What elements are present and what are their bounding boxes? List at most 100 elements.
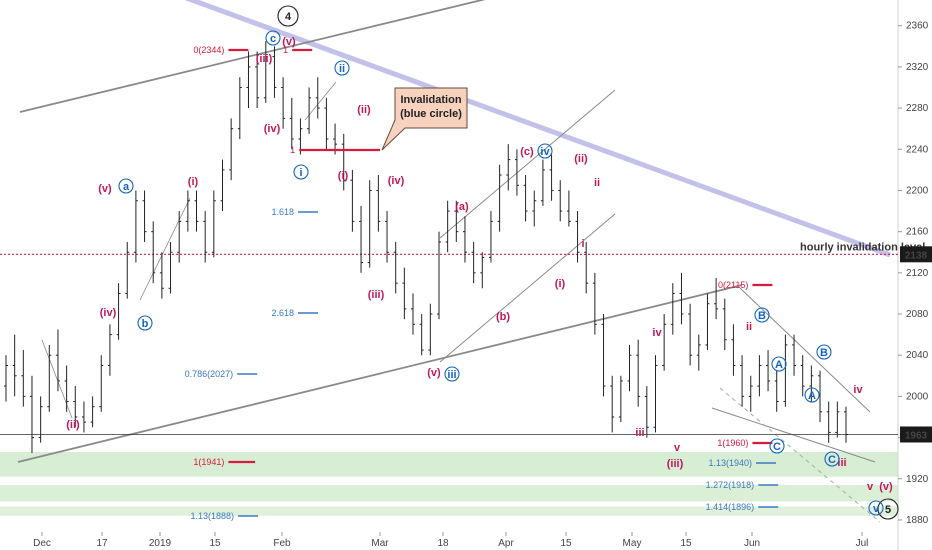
wave-text: b [142, 318, 149, 330]
wave-text: (i) [555, 278, 566, 290]
wave-text: B [820, 347, 828, 359]
x-tick-label: 15 [560, 538, 572, 549]
x-tick-label: Mar [371, 538, 389, 549]
wave-label: (v) [427, 367, 441, 379]
wave-text: c [270, 33, 276, 45]
wave-text: iv [652, 327, 662, 339]
wave-text: ii [746, 321, 752, 333]
x-tick-label: Feb [273, 538, 291, 549]
wave-label: iii [444, 366, 460, 382]
wave-text: C [773, 441, 781, 453]
wave-circle [537, 143, 553, 159]
target-zones [0, 451, 898, 516]
y-tick-label: 1880 [906, 515, 929, 526]
minor-wave-line-2 [139, 197, 191, 301]
wave-circle [824, 451, 840, 467]
wave-text: v [867, 481, 874, 493]
wave-label: C [824, 451, 840, 467]
x-tick-label: 18 [437, 538, 449, 549]
wave-text: ii [594, 177, 600, 189]
target-zone-lower [0, 506, 898, 516]
fib-label: 1(1941) [193, 457, 224, 467]
x-tick-label: Jul [856, 538, 869, 549]
invalidation-price-box [900, 246, 932, 263]
x-axis: Dec 17 2019 15 Feb Mar 18 Apr 15 May 15 Jun Jul [33, 532, 868, 549]
wave-label: (ii) [357, 104, 371, 116]
wave-label: 4 [277, 5, 299, 27]
invalidation-price-label: 2138 [905, 250, 928, 261]
wave-circle [868, 500, 884, 516]
wave-label: iv [652, 327, 662, 339]
wave-text: (v) [282, 36, 296, 48]
wave-label: b [137, 315, 153, 331]
fib-label: 1.13(1888) [190, 511, 234, 521]
wave-circle [804, 387, 820, 403]
wave-label: B [816, 344, 832, 360]
rising-channel-upper [439, 89, 616, 239]
wave-text: (a) [455, 201, 469, 213]
wave-label: iii [837, 457, 846, 469]
wave-text: (v) [879, 481, 893, 493]
wave-label: (c) [520, 146, 534, 158]
wave-text: i [581, 238, 584, 250]
wave-text: v [873, 503, 880, 515]
wave-text: iii [447, 369, 456, 381]
wave-text: (iii) [368, 289, 385, 301]
wave-circle [816, 344, 832, 360]
fib-label: 1.414(1896) [706, 502, 755, 512]
wave-text: (v) [427, 367, 441, 379]
x-tick-label: Apr [498, 538, 514, 549]
wave-label: A [771, 356, 787, 372]
major-downtrend-line [184, 0, 891, 258]
fib-label: 0.786(2027) [185, 369, 234, 379]
wave-text: (v) [98, 183, 112, 195]
y-tick-label: 2240 [906, 144, 929, 155]
wave-circle [444, 366, 460, 382]
x-tick-label: 2019 [149, 538, 172, 549]
falling-wedge-upper [739, 287, 871, 413]
wave-circle [277, 5, 299, 27]
wave-text: B [758, 310, 766, 322]
wave-text: (iv) [264, 123, 281, 135]
callout-subtitle: (blue circle) [400, 108, 462, 120]
wave-label: (v) [98, 183, 112, 195]
wave-text: C [828, 454, 836, 466]
wave-circle [754, 307, 770, 323]
wave-label: ii [334, 60, 350, 76]
y-tick-label: 2320 [906, 62, 929, 73]
wave-text: ii [339, 63, 345, 75]
wave-text: i [299, 167, 302, 179]
y-tick-label: 2200 [906, 185, 929, 196]
wave-text: 5 [885, 504, 891, 516]
wave-text: (ii) [357, 104, 371, 116]
wave-label: A [804, 387, 820, 403]
y-tick-label: 2000 [906, 391, 929, 402]
target-zone-middle [0, 484, 898, 502]
wave-circle [118, 178, 134, 194]
wave-label: a [118, 178, 134, 194]
falling-wedge-lower [711, 407, 876, 463]
wave-label: ii [594, 177, 600, 189]
wave-label: 5 [877, 498, 899, 520]
wave-text: (iii) [256, 53, 273, 65]
y-axis: 1880192019602000204020802120216022002240… [897, 0, 929, 550]
callout-title: Invalidation [400, 94, 461, 106]
wave-label: C [769, 438, 785, 454]
wave-text: (iv) [100, 307, 117, 319]
fib-label: 1.272(1918) [706, 480, 755, 490]
upper-channel-line [19, 0, 486, 113]
wave-label: v [868, 500, 884, 516]
x-tick-label: Dec [33, 538, 51, 549]
wave-circle [769, 438, 785, 454]
wave-label: iv [537, 143, 553, 159]
fib-label: 1 [290, 145, 295, 155]
wave-label: iv [853, 384, 863, 396]
wave-label: v [674, 442, 681, 454]
wave-text: (b) [496, 311, 510, 323]
fib-label: 1 [283, 45, 288, 55]
wave-label: (i) [555, 278, 566, 290]
wave-label: c [265, 30, 281, 46]
projection-dashed-line [719, 387, 881, 523]
wave-text: v [674, 442, 681, 454]
